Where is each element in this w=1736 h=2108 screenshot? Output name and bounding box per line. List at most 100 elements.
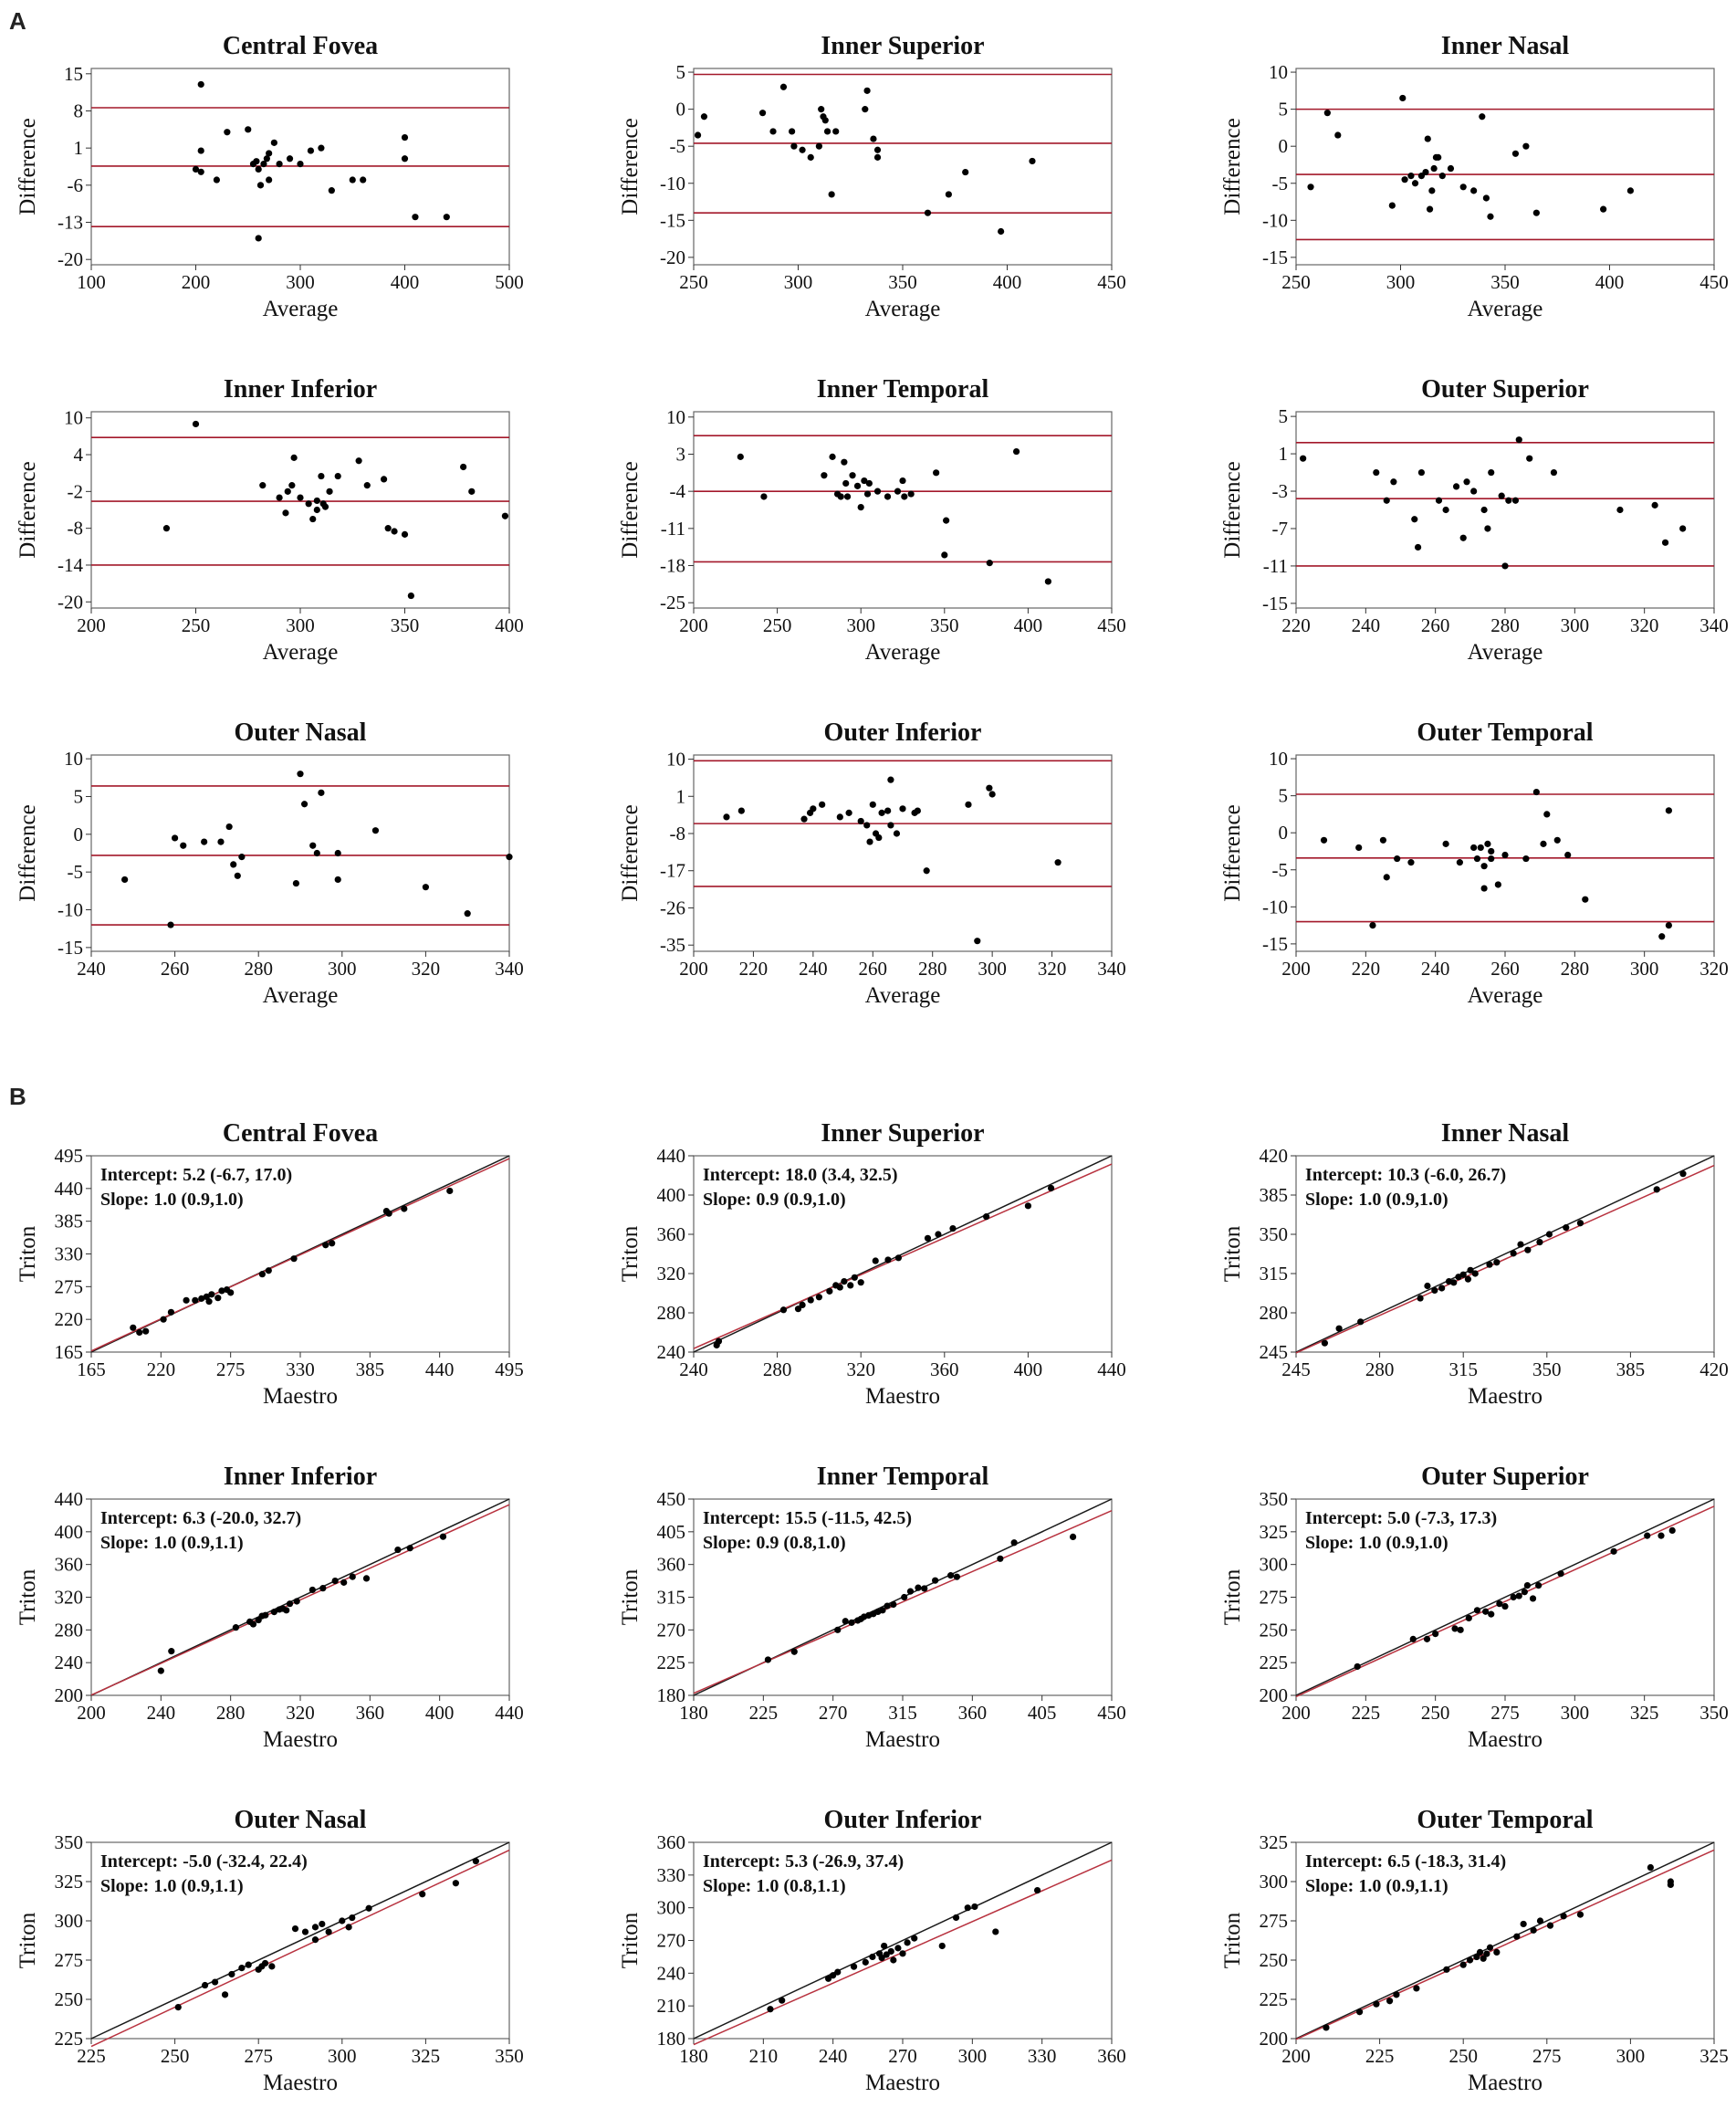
data-point bbox=[439, 1533, 447, 1540]
y-tick-label: -7 bbox=[1272, 518, 1289, 540]
data-point bbox=[893, 830, 901, 837]
x-tick-label: 240 bbox=[799, 958, 828, 980]
y-tick-label: -3 bbox=[1272, 480, 1289, 502]
data-point bbox=[949, 1224, 957, 1232]
regression-annotation: Intercept: 5.3 (-26.9, 37.4) bbox=[703, 1851, 904, 1872]
y-tick-label: -15 bbox=[1262, 593, 1288, 614]
data-point bbox=[849, 472, 856, 479]
data-point bbox=[1486, 1261, 1493, 1268]
data-point bbox=[1430, 164, 1438, 173]
chart-b-central-fovea: Central Fovea 165 220 275 330 385 440 495 165 220… bbox=[16, 1119, 524, 1409]
regression-annotation: Slope: 1.0 (0.9,1.1) bbox=[100, 1533, 244, 1553]
data-point bbox=[168, 1648, 175, 1655]
data-point bbox=[1515, 436, 1522, 444]
y-tick-label: 385 bbox=[1260, 1184, 1289, 1206]
data-point bbox=[1493, 1259, 1501, 1266]
data-point bbox=[1443, 1966, 1450, 1973]
data-point bbox=[261, 1959, 269, 1967]
y-tick-label: 8 bbox=[74, 100, 84, 121]
data-point bbox=[779, 83, 788, 90]
data-point bbox=[157, 1667, 164, 1674]
y-tick-label: 200 bbox=[1260, 1684, 1289, 1706]
data-point bbox=[311, 1924, 319, 1931]
x-tick-label: 180 bbox=[679, 1702, 708, 1724]
data-point bbox=[1501, 851, 1509, 859]
data-point bbox=[884, 1602, 891, 1610]
data-point bbox=[1424, 135, 1431, 142]
x-tick-label: 300 bbox=[958, 2045, 988, 2067]
y-tick-label: 300 bbox=[1260, 1871, 1289, 1893]
data-point bbox=[283, 1607, 290, 1614]
x-tick-label: 440 bbox=[495, 1702, 524, 1724]
y-axis-label: Difference bbox=[618, 804, 643, 901]
y-tick-label: 10 bbox=[666, 406, 685, 428]
x-tick-label: 200 bbox=[77, 1702, 106, 1724]
y-tick-label: 320 bbox=[657, 1263, 686, 1285]
x-tick-label: 400 bbox=[1014, 1358, 1043, 1380]
chart-title: Inner Inferior bbox=[224, 375, 377, 404]
chart-a-outer-nasal: Outer Nasal 240 260 280 300 320 340 -15 -10 -5 0 5 1… bbox=[16, 718, 524, 1008]
regression-annotation: Slope: 0.9 (0.9,1.0) bbox=[703, 1190, 846, 1210]
data-point bbox=[309, 842, 317, 849]
data-point bbox=[328, 187, 335, 194]
data-point bbox=[297, 494, 304, 501]
plot-frame bbox=[90, 754, 510, 952]
data-point bbox=[1511, 150, 1520, 157]
x-axis-label: Average bbox=[263, 983, 339, 1008]
x-tick-label: 400 bbox=[425, 1702, 455, 1724]
data-point bbox=[291, 1925, 299, 1933]
data-point bbox=[406, 1545, 413, 1552]
x-tick-label: 300 bbox=[784, 271, 813, 293]
data-point bbox=[799, 146, 806, 153]
data-point bbox=[1667, 1878, 1674, 1885]
x-tick-label: 300 bbox=[1561, 1702, 1590, 1724]
y-tick-label: 280 bbox=[657, 1302, 686, 1324]
data-point bbox=[162, 525, 171, 532]
data-point bbox=[1600, 205, 1607, 213]
data-point bbox=[1501, 562, 1509, 570]
data-point bbox=[941, 551, 948, 559]
regression-line bbox=[1295, 1164, 1715, 1354]
data-point bbox=[1467, 1266, 1474, 1274]
x-tick-label: 200 bbox=[182, 271, 211, 293]
x-tick-label: 280 bbox=[1561, 958, 1590, 980]
data-point bbox=[197, 147, 204, 154]
x-tick-label: 360 bbox=[930, 1358, 959, 1380]
y-tick-label: 330 bbox=[55, 1243, 84, 1265]
data-point bbox=[319, 1920, 326, 1928]
data-point bbox=[869, 1953, 876, 1961]
data-point bbox=[1334, 131, 1342, 139]
data-point bbox=[911, 1935, 918, 1942]
x-tick-label: 400 bbox=[391, 271, 420, 293]
x-tick-label: 200 bbox=[77, 614, 106, 636]
x-tick-label: 260 bbox=[1490, 958, 1520, 980]
data-point bbox=[890, 1600, 897, 1609]
y-tick-label: 165 bbox=[55, 1341, 84, 1363]
x-tick-label: 260 bbox=[161, 958, 190, 980]
data-point bbox=[1524, 1246, 1532, 1253]
data-point bbox=[862, 106, 869, 113]
chart-b-inner-superior: Inner Superior 240 280 320 360 400 440 240 280 32… bbox=[618, 1119, 1126, 1409]
y-tick-label: 0 bbox=[676, 99, 686, 121]
data-point bbox=[1523, 1582, 1532, 1589]
data-point bbox=[1388, 202, 1396, 209]
data-point bbox=[234, 872, 241, 879]
data-point bbox=[834, 1626, 842, 1633]
x-tick-label: 200 bbox=[1281, 2045, 1311, 2067]
x-tick-label: 300 bbox=[286, 614, 315, 636]
data-point bbox=[1480, 1955, 1487, 1962]
x-axis-label: Average bbox=[1468, 983, 1543, 1008]
data-point bbox=[875, 834, 883, 842]
y-axis-label: Difference bbox=[618, 118, 643, 215]
data-point bbox=[1658, 933, 1666, 940]
data-point bbox=[1553, 836, 1561, 844]
data-point bbox=[1356, 2008, 1364, 2016]
identity-line bbox=[1295, 1155, 1715, 1353]
data-point bbox=[1522, 855, 1530, 863]
y-tick-label: 10 bbox=[666, 749, 685, 771]
x-tick-label: 240 bbox=[679, 1358, 708, 1380]
data-point bbox=[904, 1939, 911, 1946]
data-point bbox=[172, 834, 179, 842]
data-point bbox=[842, 1618, 849, 1625]
